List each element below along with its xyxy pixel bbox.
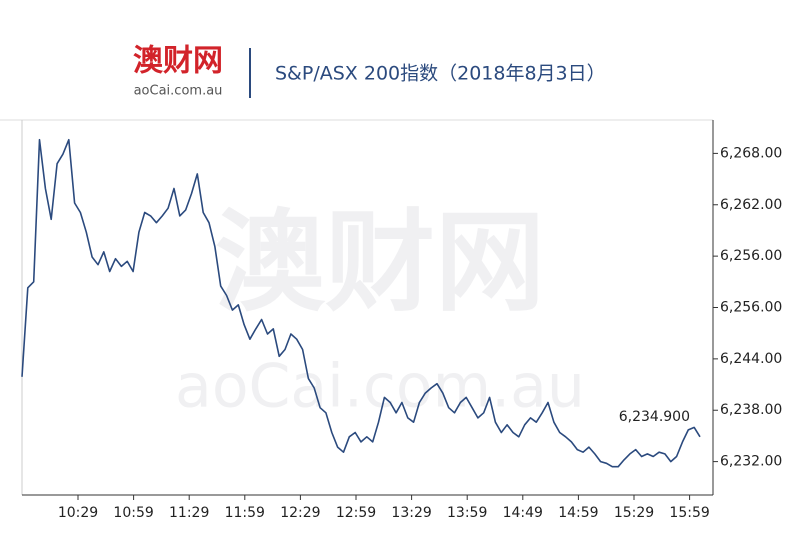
x-tick-label: 11:29 (169, 505, 209, 521)
watermark-logo: 澳财网 (215, 198, 545, 326)
watermark-sub: aoCai.com.au (175, 352, 585, 422)
y-tick-label: 6,262.00 (720, 197, 782, 213)
x-tick-label: 10:29 (58, 505, 98, 521)
logo-sub: aoCai.com.au (134, 84, 223, 99)
x-tick-label: 11:59 (225, 505, 265, 521)
y-tick-label: 6,268.00 (720, 145, 782, 161)
x-tick-label: 13:29 (391, 505, 431, 521)
y-tick-label: 6,238.00 (720, 402, 782, 418)
x-tick-label: 10:59 (113, 505, 153, 521)
y-tick-label: 6,232.00 (720, 454, 782, 470)
x-tick-label: 12:29 (280, 505, 320, 521)
y-tick-label: 6,244.00 (720, 351, 782, 367)
x-tick-label: 13:59 (447, 505, 487, 521)
x-tick-label: 15:59 (669, 505, 709, 521)
logo: 澳财网 (133, 44, 223, 79)
x-tick-label: 15:29 (614, 505, 654, 521)
last-value-label: 6,234.900 (619, 409, 690, 425)
x-tick-label: 14:49 (503, 505, 543, 521)
y-tick-label: 6,256.00 (720, 300, 782, 316)
chart-title: S&P/ASX 200指数（2018年8月3日） (275, 63, 606, 85)
y-tick-label: 6,256.00 (720, 248, 782, 264)
x-tick-label: 12:59 (336, 505, 376, 521)
price-line (21, 138, 701, 468)
x-tick-label: 14:59 (558, 505, 598, 521)
